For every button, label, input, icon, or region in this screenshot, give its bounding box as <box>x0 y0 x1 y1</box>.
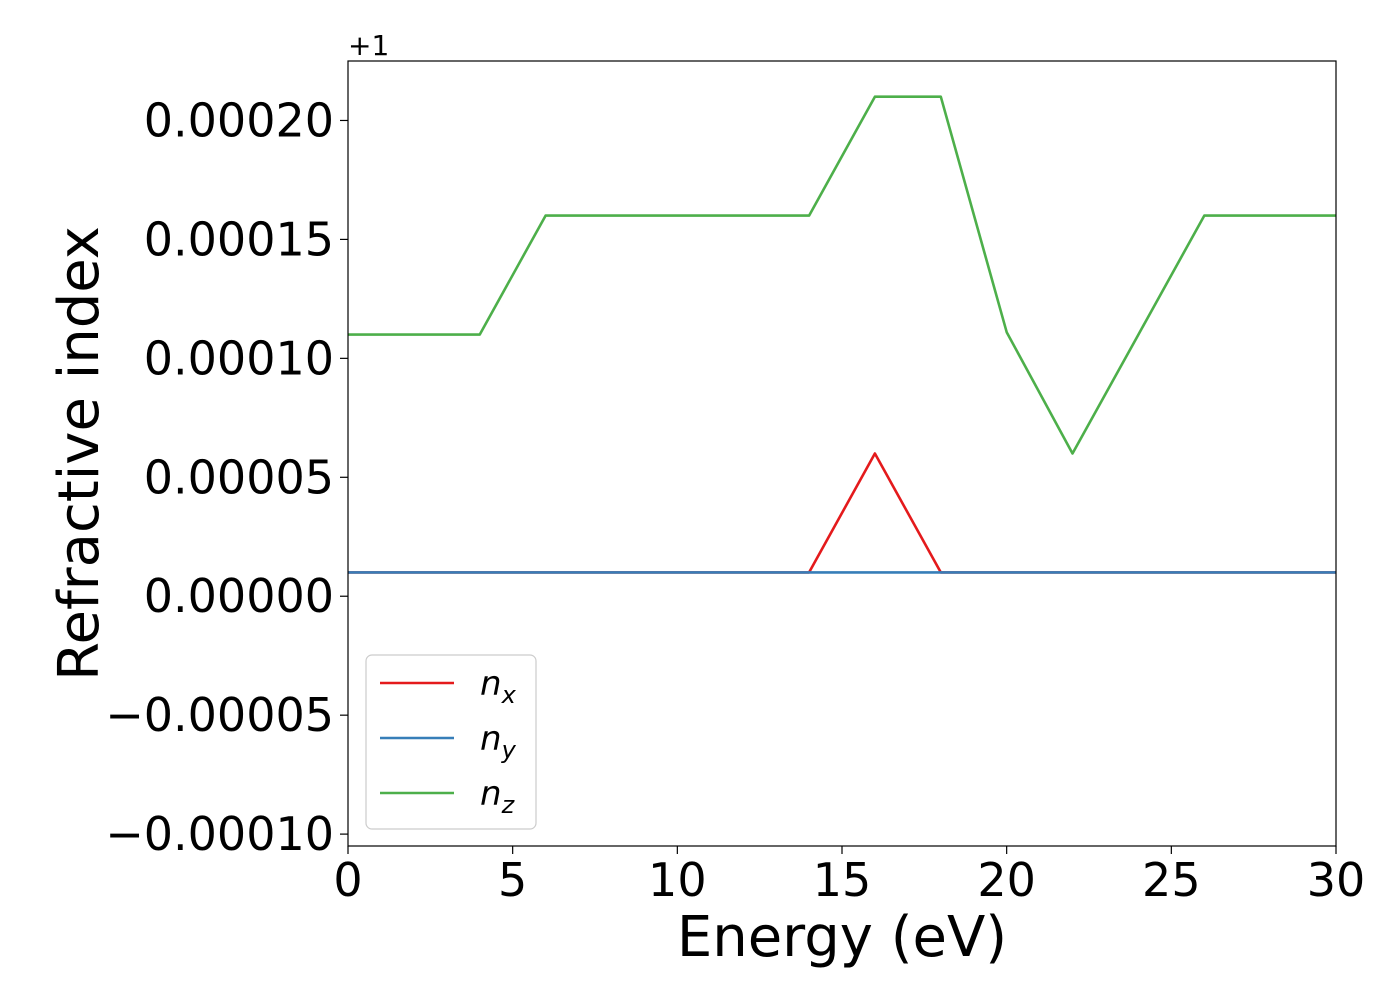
legend-entry-nx: nx <box>480 664 517 709</box>
legend-entry-subscript: y <box>501 736 517 764</box>
legend-entry-name: n <box>480 664 502 704</box>
y-tick-label: 0.00015 <box>144 212 334 266</box>
legend-box <box>365 654 537 830</box>
x-tick-label: 25 <box>1142 853 1201 907</box>
x-tick-label: 5 <box>498 853 527 907</box>
y-tick-label: 0.00020 <box>144 93 334 147</box>
legend-entry-subscript: z <box>501 791 516 819</box>
legend-entry-nz: nz <box>480 774 516 819</box>
y-axis-label: Refractive index <box>47 226 112 681</box>
legend-entry-name: n <box>480 774 502 814</box>
series-line-nx <box>348 452 1336 574</box>
x-tick-label: 30 <box>1307 853 1366 907</box>
y-tick-label: 0.00010 <box>144 331 334 385</box>
legend-entry-ny: ny <box>480 719 517 764</box>
y-tick-label: −0.00005 <box>105 688 334 742</box>
x-axis-ticks: 0 5 10 15 20 25 30 <box>333 846 1365 907</box>
legend-entry-name: n <box>480 719 502 759</box>
y-tick-label: −0.00010 <box>105 807 334 861</box>
y-tick-label: 0.00000 <box>144 569 334 623</box>
y-axis-ticks: −0.00010 −0.00005 0.00000 0.00005 0.00010 0.0… <box>105 93 348 861</box>
x-tick-label: 10 <box>648 853 707 907</box>
x-tick-label: 0 <box>333 853 362 907</box>
y-axis-offset-label: +1 <box>348 29 389 62</box>
x-axis-label: Energy (eV) <box>677 905 1007 970</box>
series-line-nz <box>348 95 1336 455</box>
y-tick-label: 0.00005 <box>144 450 334 504</box>
series-layer <box>348 95 1336 574</box>
x-tick-label: 15 <box>813 853 872 907</box>
legend-entry-subscript: x <box>501 681 517 709</box>
x-tick-label: 20 <box>977 853 1036 907</box>
